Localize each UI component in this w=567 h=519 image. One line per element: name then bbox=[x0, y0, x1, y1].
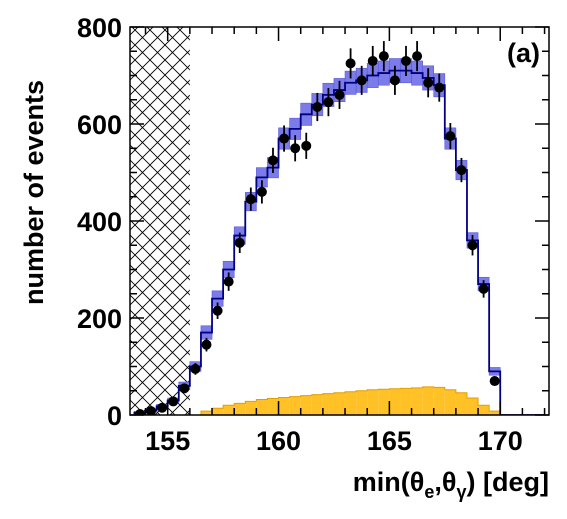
background-bar bbox=[223, 405, 235, 415]
data-point bbox=[323, 97, 334, 108]
background-bar bbox=[333, 392, 346, 415]
plot-content bbox=[130, 27, 545, 415]
background-bar bbox=[278, 397, 290, 415]
data-point bbox=[201, 339, 212, 350]
data-point bbox=[378, 51, 389, 62]
y-axis-title: number of events bbox=[19, 80, 49, 305]
background-bar bbox=[433, 387, 445, 415]
background-bar bbox=[478, 405, 490, 415]
background-bar bbox=[322, 393, 334, 415]
background-bar bbox=[455, 392, 467, 415]
data-point bbox=[245, 194, 256, 205]
data-points bbox=[134, 41, 500, 415]
data-point bbox=[179, 383, 190, 394]
data-point bbox=[412, 51, 423, 62]
background-bar bbox=[245, 401, 257, 415]
data-point bbox=[190, 363, 201, 374]
x-tick-label: 160 bbox=[256, 426, 301, 456]
background-bar bbox=[444, 389, 456, 415]
data-point bbox=[401, 55, 412, 66]
background-bar bbox=[489, 411, 501, 415]
x-tick-label: 155 bbox=[145, 426, 190, 456]
x-axis-title: min(θe,θγ) [deg] bbox=[353, 467, 549, 502]
background-bar bbox=[311, 394, 323, 415]
data-point bbox=[312, 102, 323, 113]
background-bar bbox=[256, 399, 268, 415]
x-axis-theta-gamma: θ bbox=[442, 467, 457, 497]
data-point bbox=[434, 82, 445, 93]
data-point bbox=[279, 133, 290, 144]
y-tick-label: 0 bbox=[107, 401, 122, 431]
background-bar bbox=[367, 389, 379, 415]
data-point bbox=[467, 240, 478, 251]
background-bar bbox=[289, 396, 301, 415]
background-bar bbox=[422, 386, 434, 415]
y-tick-label: 800 bbox=[77, 13, 122, 43]
background-bar bbox=[212, 408, 224, 415]
data-point bbox=[389, 75, 400, 86]
background-bar bbox=[200, 411, 213, 415]
x-axis-comma: , bbox=[434, 467, 442, 497]
x-axis-subscript-gamma: γ bbox=[457, 482, 467, 502]
background-bar bbox=[234, 403, 246, 415]
data-point bbox=[223, 276, 234, 287]
data-point bbox=[267, 155, 278, 166]
data-point bbox=[256, 186, 267, 197]
data-point bbox=[334, 89, 345, 100]
x-axis-title-prefix: min( bbox=[353, 467, 410, 497]
data-point bbox=[168, 396, 179, 407]
x-axis-ticks: 155 160 165 170 bbox=[144, 27, 546, 456]
data-point bbox=[456, 165, 467, 176]
data-point bbox=[445, 131, 456, 142]
data-point bbox=[146, 406, 157, 415]
data-point bbox=[478, 283, 489, 294]
data-point bbox=[212, 305, 223, 316]
x-axis-subscript-e: e bbox=[424, 482, 434, 502]
background-bar bbox=[389, 388, 401, 415]
y-tick-label: 200 bbox=[77, 304, 122, 334]
data-point bbox=[157, 402, 168, 413]
y-axis-ticks: 0 200 400 600 800 bbox=[77, 13, 549, 431]
data-point bbox=[234, 237, 245, 248]
background-bar bbox=[466, 398, 479, 415]
x-axis-theta-e: θ bbox=[410, 467, 425, 497]
background-bar bbox=[378, 389, 390, 415]
background-bar bbox=[411, 387, 423, 415]
y-tick-label: 400 bbox=[77, 207, 122, 237]
data-point bbox=[356, 75, 367, 86]
data-point bbox=[345, 58, 356, 69]
x-axis-title-suffix: ) [deg] bbox=[467, 467, 549, 497]
background-histogram bbox=[134, 386, 545, 415]
data-point bbox=[489, 376, 500, 387]
x-tick-label: 170 bbox=[478, 426, 523, 456]
panel-label: (a) bbox=[507, 38, 540, 68]
data-point bbox=[423, 77, 434, 88]
y-tick-label: 600 bbox=[77, 110, 122, 140]
background-bar bbox=[267, 398, 279, 415]
background-bar bbox=[300, 395, 312, 415]
data-point bbox=[367, 55, 378, 66]
background-bar bbox=[356, 390, 368, 415]
background-bar bbox=[400, 388, 412, 415]
data-point bbox=[134, 409, 145, 415]
background-outline bbox=[134, 386, 545, 415]
data-point bbox=[290, 143, 301, 154]
data-point bbox=[301, 140, 312, 151]
background-bar bbox=[345, 391, 357, 415]
x-tick-label: 165 bbox=[367, 426, 412, 456]
